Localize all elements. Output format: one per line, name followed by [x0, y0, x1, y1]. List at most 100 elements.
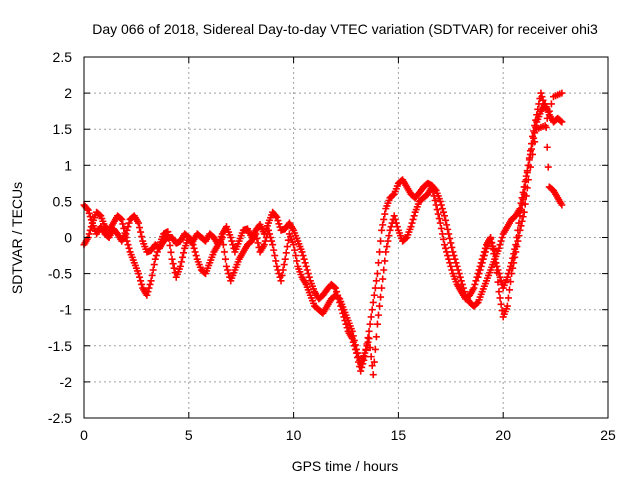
data-point [497, 300, 505, 308]
data-point [433, 206, 441, 214]
data-point [558, 201, 566, 209]
data-point [522, 192, 530, 200]
data-point [446, 259, 454, 267]
data-point [497, 237, 505, 245]
data-point [138, 233, 146, 241]
data-point [370, 291, 378, 299]
data-point [361, 349, 369, 357]
data-point [290, 241, 298, 249]
data-point [514, 237, 522, 245]
data-point [124, 241, 132, 249]
data-point [374, 311, 382, 319]
data-point [371, 345, 379, 353]
y-tick-label: 0 [64, 230, 72, 246]
data-point [436, 219, 444, 227]
data-point [489, 242, 497, 250]
data-point [429, 187, 437, 195]
data-point [154, 244, 162, 252]
data-point [402, 234, 410, 242]
data-point [525, 154, 533, 162]
data-point [474, 273, 482, 281]
data-point [445, 255, 453, 263]
data-point [473, 299, 481, 307]
data-point [454, 266, 462, 274]
x-tick-label: 0 [80, 427, 88, 443]
data-point [149, 266, 157, 274]
data-point [511, 253, 519, 261]
axis-ticks: 0 5 10 15 20 25 -2.5 -2 -1.5 -1 -0.5 0 0.5 1 1.5 2 2.5 [48, 49, 616, 443]
data-point [478, 259, 486, 267]
data-points [80, 89, 566, 379]
data-point [273, 262, 281, 270]
data-point [225, 270, 233, 278]
data-point [431, 196, 439, 204]
data-point [168, 255, 176, 263]
data-point [523, 184, 531, 192]
data-point [191, 248, 199, 256]
data-point [488, 239, 496, 247]
data-point [352, 345, 360, 353]
data-point [442, 244, 450, 252]
data-point [448, 266, 456, 274]
data-point [557, 117, 565, 125]
data-point [517, 222, 525, 230]
data-point [134, 270, 142, 278]
data-point [281, 255, 289, 263]
data-point [476, 266, 484, 274]
data-point [532, 116, 540, 124]
data-point [379, 221, 387, 229]
data-point [541, 122, 549, 130]
data-point [407, 223, 415, 231]
data-point [354, 349, 362, 357]
data-point [146, 280, 154, 288]
x-tick-label: 10 [286, 427, 302, 443]
data-point [269, 241, 277, 249]
data-point [176, 262, 184, 270]
data-point [348, 327, 356, 335]
data-point [481, 248, 489, 256]
data-point [438, 205, 446, 213]
data-point [367, 313, 375, 321]
data-point [86, 226, 94, 234]
data-point [451, 255, 459, 263]
data-point [441, 212, 449, 220]
data-point [219, 241, 227, 249]
data-point [192, 252, 200, 260]
data-point [167, 248, 175, 256]
data-point [408, 219, 416, 227]
data-point [371, 284, 379, 292]
data-point [515, 232, 523, 240]
data-point [383, 243, 391, 251]
data-point [332, 284, 340, 292]
data-point [179, 253, 187, 261]
data-point [355, 353, 363, 361]
data-point [267, 234, 275, 241]
data-point [443, 221, 451, 229]
data-point [164, 228, 172, 236]
data-point [381, 210, 389, 218]
data-point [507, 278, 515, 286]
data-point [85, 230, 93, 238]
data-point [434, 210, 442, 218]
data-point [305, 273, 313, 281]
data-point [518, 217, 526, 225]
data-point [543, 143, 551, 151]
data-point [491, 249, 499, 257]
data-point [350, 336, 358, 344]
data-point [300, 255, 308, 263]
data-point [538, 93, 546, 101]
data-point [87, 223, 95, 231]
data-point [445, 230, 453, 238]
data-point [439, 208, 447, 216]
data-point [377, 293, 385, 301]
data-point [145, 284, 153, 292]
data-point [270, 246, 278, 254]
data-point [302, 262, 310, 270]
data-point [496, 294, 504, 302]
data-point [516, 212, 524, 220]
data-point [304, 270, 312, 278]
data-point [457, 277, 465, 285]
data-point [378, 226, 386, 234]
data-point [444, 225, 452, 233]
